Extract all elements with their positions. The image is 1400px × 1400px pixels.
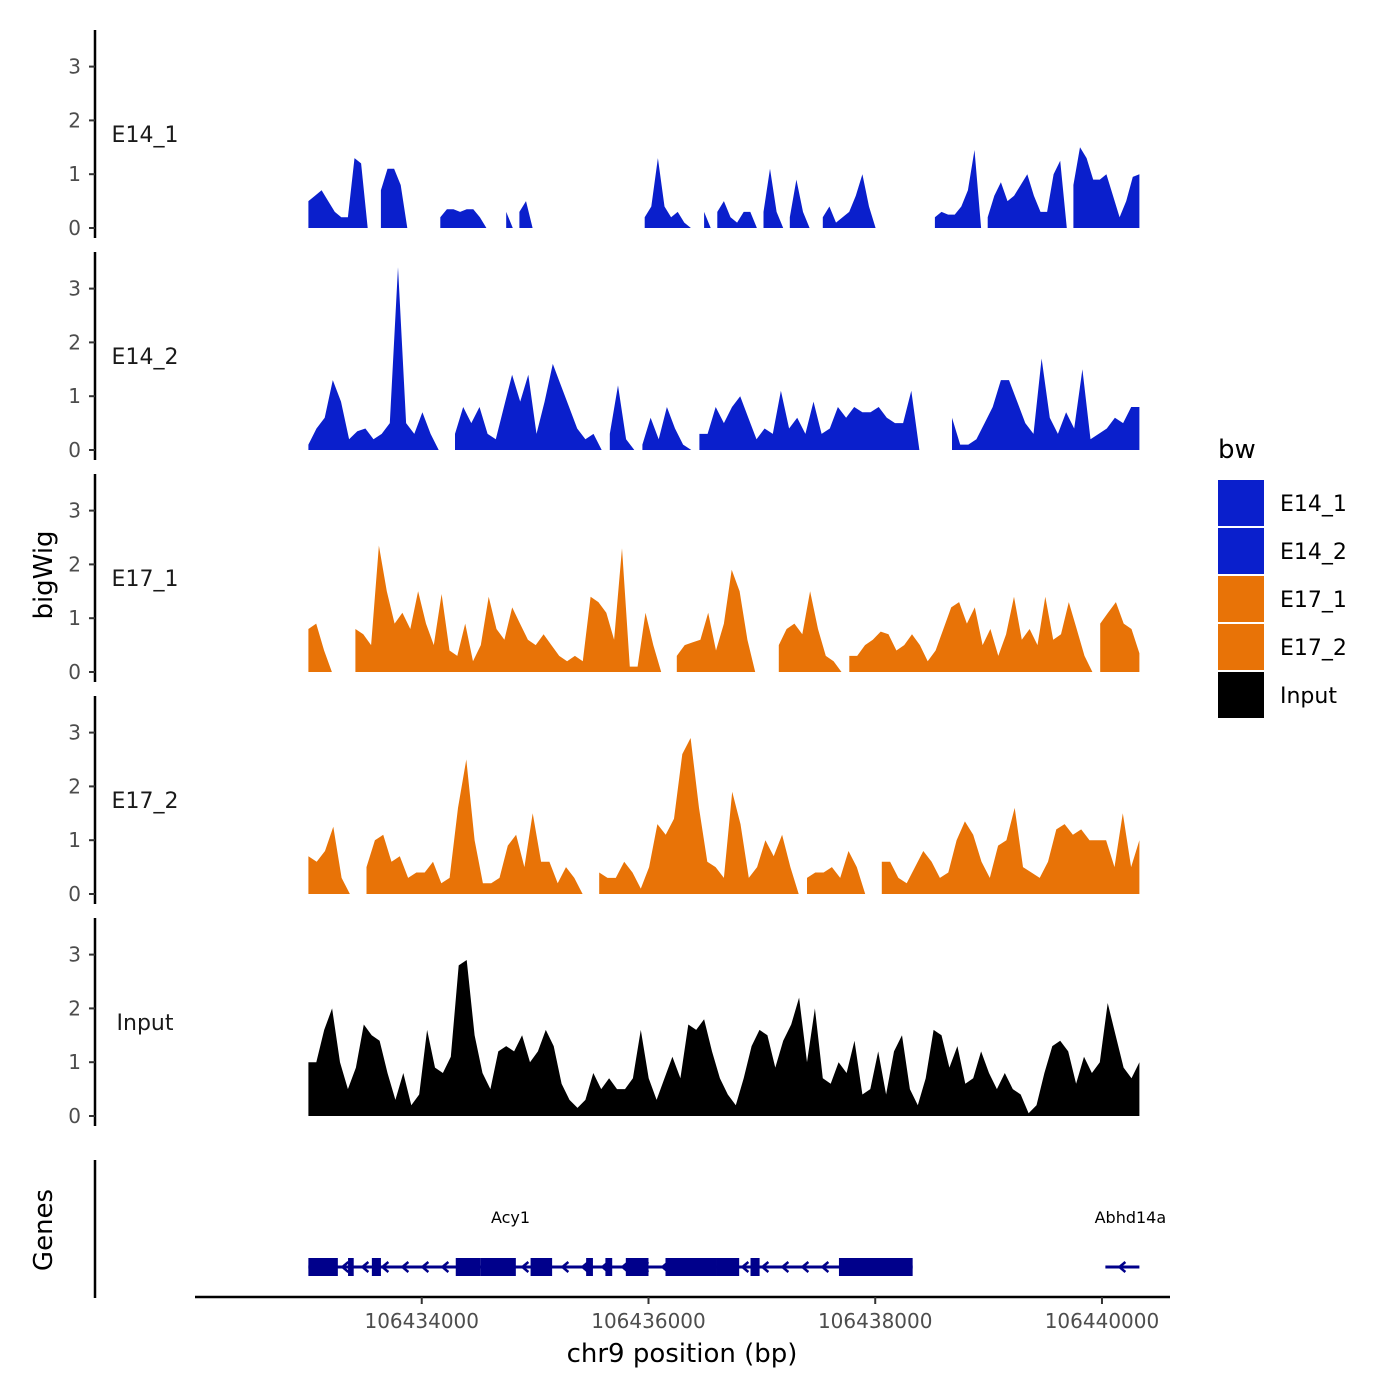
y-tick-label: 3	[68, 943, 81, 967]
track-label: Input	[117, 1011, 174, 1036]
gene-exon	[371, 1258, 381, 1276]
genes-axis-title: Genes	[29, 1189, 59, 1271]
legend-swatch	[1218, 624, 1264, 670]
legend-label: E14_2	[1280, 540, 1347, 565]
y-tick-label: 1	[68, 162, 81, 186]
x-axis: 106434000 106436000 106438000 106440000	[195, 1295, 1170, 1333]
legend-swatch	[1218, 672, 1264, 718]
y-tick-label: 2	[68, 552, 81, 576]
y-tick-label: 2	[68, 774, 81, 798]
x-tick-label: 106436000	[591, 1309, 706, 1333]
x-tick-label: 106434000	[364, 1309, 479, 1333]
strand-arrow	[440, 1261, 450, 1273]
gene-exon	[605, 1258, 613, 1276]
track-E17_1: 0 1 2 3 E17_1	[68, 474, 1140, 684]
strand-arrow	[760, 1261, 770, 1273]
legend-item-Input: Input	[1218, 672, 1337, 718]
gene-exon	[838, 1258, 913, 1276]
gene-exon	[480, 1258, 516, 1276]
legend-label: E17_1	[1280, 588, 1347, 613]
track-label: E14_2	[112, 345, 179, 370]
strand-arrow	[740, 1261, 750, 1273]
gene-Acy1: Acy1	[308, 1208, 913, 1276]
y-tick-label: 1	[68, 1050, 81, 1074]
y-tick-label: 0	[68, 1104, 81, 1128]
track-label: E17_1	[112, 567, 179, 592]
legend-item-E17_1: E17_1	[1218, 576, 1347, 622]
gene-exon	[308, 1258, 338, 1276]
track-E14_1: 0 1 2 3 E14_1	[68, 30, 1140, 240]
legend-label: E17_2	[1280, 636, 1347, 661]
legend-swatch	[1218, 576, 1264, 622]
y-tick-label: 1	[68, 606, 81, 630]
gene-exon	[348, 1258, 354, 1276]
y-tick-label: 3	[68, 499, 81, 523]
strand-arrow	[800, 1261, 810, 1273]
strand-arrow	[360, 1261, 370, 1273]
strand-arrow	[1117, 1261, 1127, 1273]
gene-exon	[625, 1258, 649, 1276]
gene-exon	[586, 1258, 593, 1276]
gene-exon	[716, 1258, 740, 1276]
strand-arrow	[560, 1261, 570, 1273]
strand-arrow	[380, 1261, 390, 1273]
track-label: E14_1	[112, 123, 179, 148]
y-tick-label: 1	[68, 384, 81, 408]
legend-title: bw	[1218, 435, 1256, 465]
track-E14_2: 0 1 2 3 E14_2	[68, 252, 1140, 462]
track-label: E17_2	[112, 789, 179, 814]
strand-arrow	[420, 1261, 430, 1273]
legend-swatch	[1218, 480, 1264, 526]
y-axis-title: bigWig	[29, 530, 59, 619]
strand-arrow	[820, 1261, 830, 1273]
legend-item-E17_2: E17_2	[1218, 624, 1347, 670]
strand-arrow	[340, 1261, 350, 1273]
gene-exon	[750, 1258, 760, 1276]
legend-item-E14_1: E14_1	[1218, 480, 1347, 526]
gene-exon	[665, 1258, 717, 1276]
legend-label: Input	[1280, 684, 1337, 709]
signal-area-Input	[308, 960, 1140, 1116]
strand-arrow	[400, 1261, 410, 1273]
gene-exon	[455, 1258, 481, 1276]
y-tick-label: 0	[68, 660, 81, 684]
y-tick-label: 2	[68, 108, 81, 132]
x-tick-label: 106438000	[818, 1309, 933, 1333]
y-tick-label: 2	[68, 330, 81, 354]
legend-swatch	[1218, 528, 1264, 574]
signal-area-E14_2	[308, 267, 1140, 450]
y-tick-label: 3	[68, 721, 81, 745]
bigwig-tracks: 0 1 2 3 E14_1 0 1 2 3 E14_2 0 1 2 3 E17_1 0 1 2 3 E17_2 0 1 2 3…	[68, 30, 1140, 1128]
track-E17_2: 0 1 2 3 E17_2	[68, 696, 1140, 906]
y-tick-label: 2	[68, 996, 81, 1020]
y-tick-label: 3	[68, 277, 81, 301]
y-tick-label: 0	[68, 216, 81, 240]
track-Input: 0 1 2 3 Input	[68, 918, 1140, 1128]
strand-arrow	[780, 1261, 790, 1273]
gene-Abhd14a: Abhd14a	[1095, 1208, 1167, 1273]
gene-exon	[530, 1258, 553, 1276]
legend: bw E14_1 E14_2 E17_1 E17_2 Input	[1218, 435, 1347, 718]
x-axis-title: chr9 position (bp)	[567, 1339, 798, 1369]
y-tick-label: 0	[68, 882, 81, 906]
signal-area-E17_2	[308, 738, 1140, 894]
x-tick-label: 106440000	[1045, 1309, 1160, 1333]
y-tick-label: 1	[68, 828, 81, 852]
y-tick-label: 0	[68, 438, 81, 462]
legend-item-E14_2: E14_2	[1218, 528, 1347, 574]
gene-track: Acy1 Abhd14a	[93, 1160, 1167, 1298]
legend-label: E14_1	[1280, 492, 1347, 517]
strand-arrow	[520, 1261, 530, 1273]
y-tick-label: 3	[68, 55, 81, 79]
gene-name-label: Abhd14a	[1095, 1208, 1167, 1227]
gene-name-label: Acy1	[491, 1208, 530, 1227]
signal-area-E17_1	[308, 545, 1140, 672]
signal-area-E14_1	[308, 147, 1140, 228]
